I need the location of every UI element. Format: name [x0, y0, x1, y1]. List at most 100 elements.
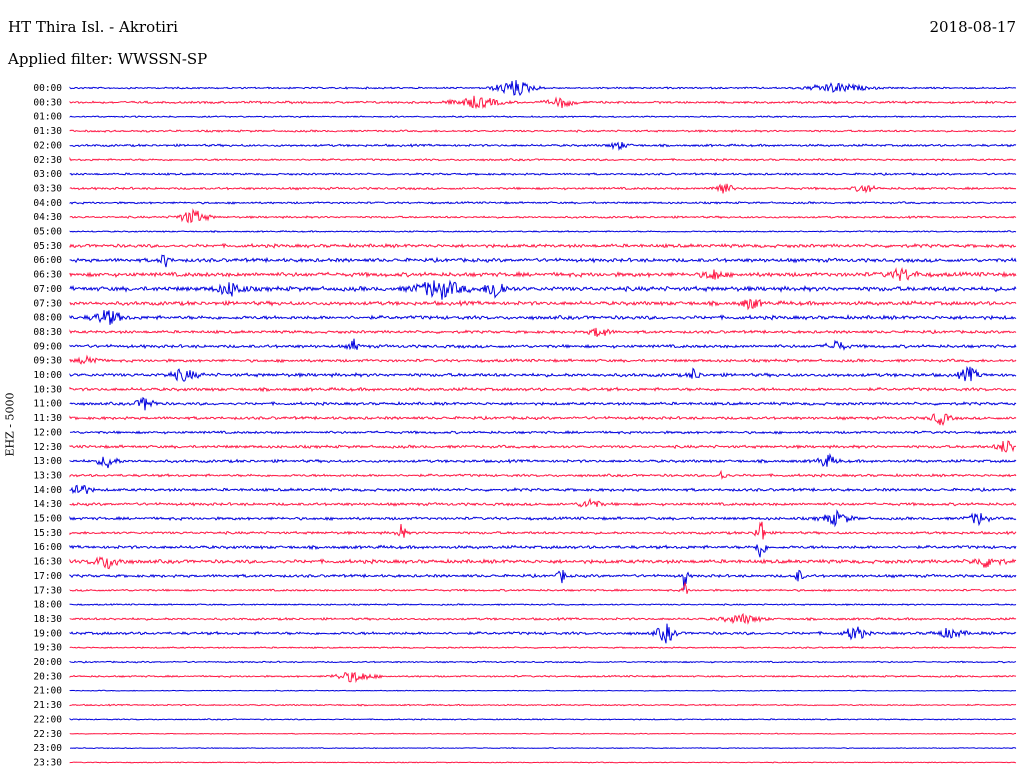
- trace-row: [69, 200, 1017, 205]
- row-label: 00:00: [33, 83, 62, 94]
- trace-row: [69, 365, 1017, 382]
- row-label: 16:00: [33, 542, 62, 553]
- row-label: 06:00: [33, 255, 62, 266]
- row-label: 11:30: [33, 413, 62, 424]
- row-label: 17:00: [33, 571, 62, 582]
- row-label: 13:30: [33, 470, 62, 481]
- row-label: 20:30: [33, 671, 62, 682]
- trace-row: [69, 484, 1017, 495]
- row-label: 23:30: [33, 757, 62, 768]
- trace-row: [69, 509, 1017, 528]
- row-label: 18:00: [33, 600, 62, 611]
- row-label: 02:30: [33, 155, 62, 166]
- trace-row: [69, 612, 1017, 625]
- trace-row: [69, 183, 1017, 194]
- trace-row: [69, 452, 1017, 469]
- row-label: 19:30: [33, 643, 62, 654]
- trace-row: [69, 703, 1017, 707]
- trace-row: [69, 603, 1017, 607]
- row-label: 10:30: [33, 384, 62, 395]
- trace-row: [69, 581, 1017, 594]
- trace-row: [69, 544, 1017, 558]
- trace-row: [69, 396, 1017, 411]
- row-label: 14:00: [33, 485, 62, 496]
- trace-row: [69, 266, 1017, 281]
- trace-row: [69, 671, 1017, 684]
- trace-row: [69, 298, 1017, 311]
- row-label: 17:30: [33, 585, 62, 596]
- trace-row: [69, 354, 1017, 365]
- row-label: 05:30: [33, 241, 62, 252]
- trace-row: [69, 732, 1017, 735]
- row-label: 08:00: [33, 313, 62, 324]
- trace-row: [69, 689, 1017, 692]
- trace-row: [69, 646, 1017, 650]
- row-label: 05:00: [33, 227, 62, 238]
- row-label: 22:30: [33, 729, 62, 740]
- row-label: 23:00: [33, 743, 62, 754]
- trace-row: [69, 208, 1017, 224]
- trace-row: [69, 717, 1017, 721]
- row-label: 11:00: [33, 399, 62, 410]
- row-label: 02:00: [33, 140, 62, 151]
- row-label: 08:30: [33, 327, 62, 338]
- row-label: 20:00: [33, 657, 62, 668]
- trace-row: [69, 279, 1017, 300]
- row-label: 18:30: [33, 614, 62, 625]
- trace-row: [69, 230, 1017, 234]
- trace-row: [69, 623, 1017, 644]
- trace-row: [69, 129, 1017, 134]
- trace-row: [69, 115, 1017, 119]
- row-label: 12:00: [33, 427, 62, 438]
- row-label: 07:30: [33, 298, 62, 309]
- row-label: 00:30: [33, 97, 62, 108]
- row-label: 09:30: [33, 356, 62, 367]
- trace-row: [69, 440, 1017, 453]
- trace-row: [69, 469, 1017, 480]
- trace-row: [69, 338, 1017, 351]
- row-label: 16:30: [33, 557, 62, 568]
- trace-row: [69, 156, 1017, 162]
- row-label: 01:00: [33, 112, 62, 123]
- trace-row: [69, 660, 1017, 664]
- trace-row: [69, 310, 1017, 325]
- trace-row: [69, 556, 1017, 570]
- trace-row: [69, 254, 1017, 268]
- row-label: 22:00: [33, 714, 62, 725]
- row-label: 07:00: [33, 284, 62, 295]
- trace-row: [69, 95, 1017, 110]
- trace-row: [69, 327, 1017, 337]
- row-label: 04:00: [33, 198, 62, 209]
- trace-row: [69, 386, 1017, 393]
- row-label: 06:30: [33, 270, 62, 281]
- row-label: 09:00: [33, 341, 62, 352]
- trace-row: [69, 497, 1017, 508]
- row-label: 03:30: [33, 183, 62, 194]
- trace-row: [69, 429, 1017, 435]
- row-label: 12:30: [33, 442, 62, 453]
- trace-row: [69, 80, 1017, 97]
- trace-row: [69, 413, 1017, 426]
- trace-row: [69, 141, 1017, 152]
- row-label: 15:00: [33, 514, 62, 525]
- row-label: 04:30: [33, 212, 62, 223]
- trace-row: [69, 521, 1017, 540]
- trace-row: [69, 172, 1017, 176]
- row-label: 10:00: [33, 370, 62, 381]
- station-title: HT Thira Isl. - Akrotiri: [8, 18, 178, 36]
- record-date: 2018-08-17: [929, 18, 1016, 36]
- trace-row: [69, 569, 1017, 590]
- trace-row: [69, 242, 1017, 249]
- row-label: 19:00: [33, 628, 62, 639]
- row-label: 15:30: [33, 528, 62, 539]
- row-label: 21:30: [33, 700, 62, 711]
- row-label: 14:30: [33, 499, 62, 510]
- row-label: 13:00: [33, 456, 62, 467]
- row-label: 21:00: [33, 686, 62, 697]
- row-label: 01:30: [33, 126, 62, 137]
- trace-row: [69, 747, 1017, 750]
- filter-label: Applied filter: WWSSN-SP: [8, 50, 208, 68]
- trace-row: [69, 761, 1017, 764]
- row-label: 03:00: [33, 169, 62, 180]
